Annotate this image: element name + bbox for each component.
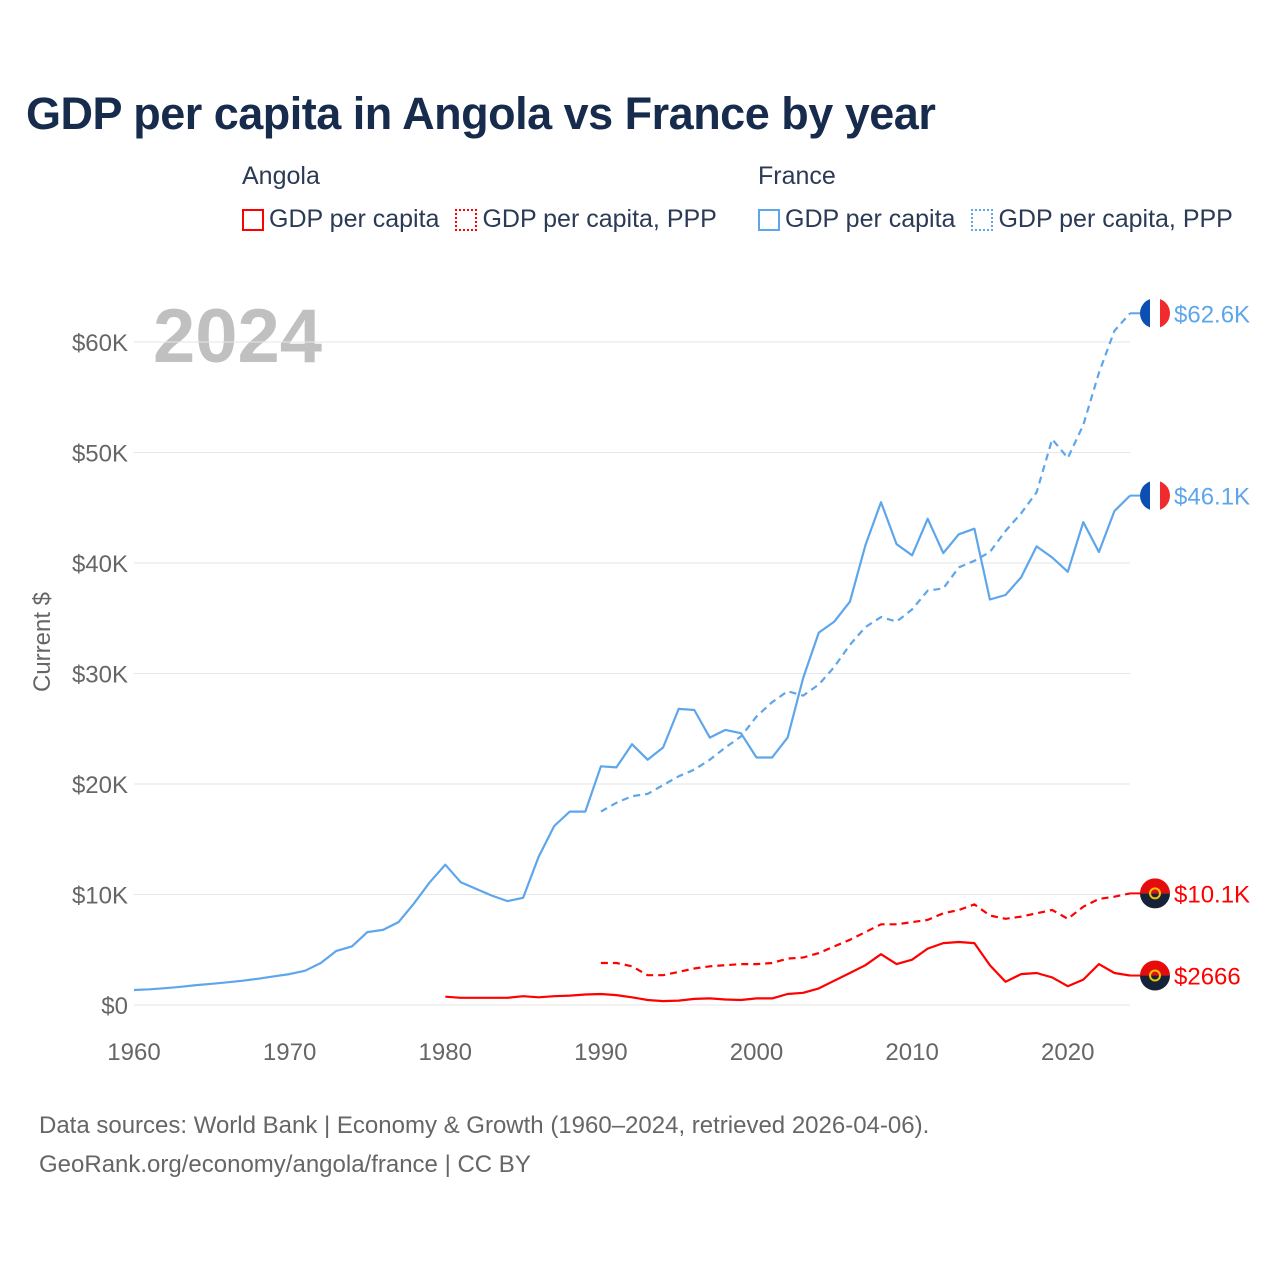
legend-item-angola-ppp[interactable]: GDP per capita, PPP (455, 205, 717, 234)
legend-label: GDP per capita, PPP (482, 205, 717, 233)
year-watermark: 2024 (153, 294, 322, 379)
legend-item-france-ppp[interactable]: GDP per capita, PPP (971, 205, 1233, 234)
angola-flag-icon (1140, 878, 1170, 909)
series-line-angola-gdp-per-capita-ppp (600, 892, 1131, 977)
footer-sources: Data sources: World Bank | Economy & Gro… (39, 1112, 930, 1139)
flag-stripe (1150, 298, 1160, 329)
legend-group-title: France (758, 162, 836, 190)
y-tick-label: $60K (72, 330, 128, 357)
flag-stripe (1140, 893, 1170, 909)
flag-stripe (1140, 960, 1170, 976)
flag-body (1140, 298, 1170, 329)
series-line-angola-gdp-per-capita (445, 940, 1131, 1003)
chart-title: GDP per capita in Angola vs France by ye… (26, 88, 936, 139)
series-line-france-gdp-per-capita (133, 494, 1131, 992)
flag-stripe (1140, 975, 1170, 991)
footer: Data sources: World Bank | Economy & Gro… (39, 1106, 929, 1184)
flag-body (1140, 960, 1170, 991)
y-axis-label: Current $ (29, 592, 56, 692)
legend-swatch-solid (242, 208, 264, 231)
series-line-france-gdp-per-capita-ppp (600, 312, 1131, 813)
flag-stripe (1140, 298, 1150, 329)
legend-label: GDP per capita (785, 205, 956, 233)
france-flag-icon (1140, 298, 1170, 329)
y-tick-label: $40K (72, 551, 128, 578)
y-tick-label: $10K (72, 883, 128, 910)
x-tick-label: 1960 (107, 1039, 160, 1066)
end-value-label: $2666 (1174, 964, 1241, 991)
x-tick-label: 1970 (263, 1039, 316, 1066)
france-flag-icon (1140, 480, 1170, 511)
y-tick-label: $50K (72, 441, 128, 468)
legend-label: GDP per capita (269, 205, 440, 233)
flag-stripe (1160, 298, 1170, 329)
line-chart: 2024 Current $ $0 $10K $20K $30K $40K $50K $60… (29, 294, 1250, 1066)
angola-flag-icon (1140, 960, 1170, 991)
legend-group-france: France GDP per capita GDP per capita, PP… (758, 162, 1233, 234)
flag-stripe (1150, 480, 1160, 511)
x-tick-label: 1980 (419, 1039, 472, 1066)
y-tick-label: $20K (72, 772, 128, 799)
flag-emblem (1149, 887, 1161, 900)
flag-body (1140, 480, 1170, 511)
y-tick-label: $30K (72, 662, 128, 689)
legend-group-angola: Angola GDP per capita GDP per capita, PP… (242, 162, 717, 234)
end-value-label: $10.1K (1174, 881, 1250, 908)
flag-stripe (1160, 480, 1170, 511)
y-tick-label: $0 (101, 993, 128, 1020)
legend-item-angola-gdp[interactable]: GDP per capita (242, 205, 439, 234)
legend-label: GDP per capita, PPP (998, 205, 1233, 233)
flag-body (1140, 878, 1170, 909)
x-tick-label: 2010 (885, 1039, 938, 1066)
flag-stripe (1140, 480, 1150, 511)
end-value-label: $62.6K (1174, 301, 1250, 328)
x-tick-label: 2020 (1041, 1039, 1094, 1066)
legend-item-france-gdp[interactable]: GDP per capita (758, 205, 955, 234)
legend-swatch-solid (758, 208, 780, 231)
flag-emblem (1149, 969, 1161, 982)
flag-stripe (1140, 878, 1170, 894)
end-value-label: $46.1K (1174, 484, 1250, 511)
x-tick-label: 2000 (730, 1039, 783, 1066)
x-tick-label: 1990 (574, 1039, 627, 1066)
legend-group-title: Angola (242, 162, 320, 190)
legend-swatch-dotted (455, 208, 478, 231)
footer-link[interactable]: GeoRank.org/economy/angola/france | CC B… (39, 1151, 531, 1178)
legend-swatch-dotted (971, 208, 994, 231)
